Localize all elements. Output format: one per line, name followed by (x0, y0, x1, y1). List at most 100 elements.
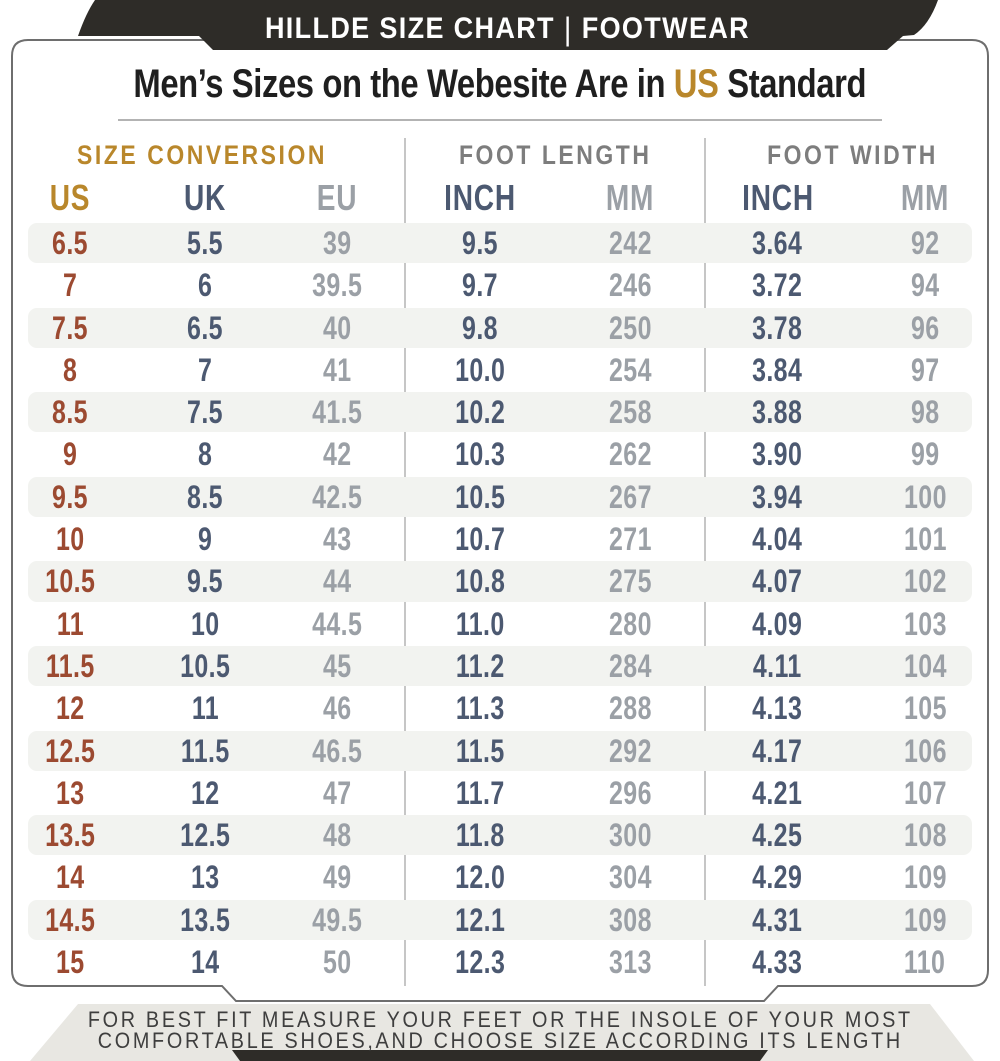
size-cell: 11.0 (455, 605, 505, 642)
size-cell: 12.5 (179, 817, 231, 854)
size-cell: 4.09 (752, 605, 803, 642)
size-cell: 41 (323, 351, 352, 388)
size-cell: 98 (910, 394, 940, 431)
size-cell: 267 (608, 478, 652, 515)
size-cell: 12.5 (44, 732, 96, 769)
size-cell: 11.7 (455, 774, 505, 811)
size-cell: 246 (608, 267, 652, 304)
size-cell: 94 (910, 267, 940, 304)
footer-band (30, 1004, 974, 1061)
footer-line-2: COMFORTABLE SHOES,AND CHOOSE SIZE ACCORD… (97, 1028, 903, 1053)
size-table: SIZE CONVERSION FOOT LENGTH FOOT WIDTH U… (0, 136, 1000, 983)
table-row: 15 14 50 12.3 313 4.33 110 (0, 941, 1000, 983)
column-header-length-mm: MM (605, 177, 655, 218)
footer-note-text: FOR BEST FIT MEASURE YOUR FEET OR THE IN… (87, 1009, 912, 1053)
size-cell: 304 (608, 859, 652, 896)
size-cell: 10.0 (454, 351, 506, 388)
size-cell: 275 (608, 563, 652, 600)
table-row: 11 10 44.5 11.0 280 4.09 103 (0, 603, 1000, 645)
size-cell: 110 (904, 944, 946, 981)
column-header-row: US UK EU INCH MM INCH MM (0, 174, 1000, 222)
size-cell: 284 (608, 647, 652, 684)
size-cell: 8 (197, 436, 213, 473)
size-cell: 3.64 (752, 225, 803, 261)
size-cell: 4.31 (752, 901, 803, 938)
size-cell: 308 (608, 901, 652, 938)
size-cell: 7.5 (187, 394, 223, 431)
size-cell: 106 (903, 732, 947, 769)
size-cell: 9.8 (462, 309, 498, 346)
size-cell: 44.5 (312, 605, 363, 642)
size-cell: 3.88 (752, 394, 803, 431)
size-cell: 7 (197, 351, 213, 388)
size-cell: 9.5 (187, 563, 223, 600)
size-cell: 4.17 (752, 732, 803, 769)
title-suffix: Standard (718, 62, 867, 106)
size-cell: 100 (903, 478, 947, 515)
size-cell: 12.3 (454, 944, 506, 981)
size-cell: 41.5 (312, 394, 363, 431)
table-row: 10 9 43 10.7 271 4.04 101 (0, 518, 1000, 560)
section-header-row: SIZE CONVERSION FOOT LENGTH FOOT WIDTH (0, 136, 1000, 174)
size-cell: 108 (903, 817, 947, 854)
size-cell: 102 (903, 563, 947, 600)
table-row: 8.5 7.5 41.5 10.2 258 3.88 98 (0, 391, 1000, 433)
size-cell: 13.5 (179, 901, 231, 938)
size-cell: 250 (608, 309, 652, 346)
table-row: 14 13 49 12.0 304 4.29 109 (0, 856, 1000, 898)
size-cell: 11 (56, 605, 84, 642)
size-cell: 11.2 (455, 647, 505, 684)
size-cell: 4.33 (752, 944, 803, 981)
size-cell: 10 (55, 521, 85, 558)
size-cell: 15 (55, 944, 85, 981)
table-row: 11.5 10.5 45 11.2 284 4.11 104 (0, 645, 1000, 687)
size-cell: 242 (608, 225, 652, 261)
size-cell: 105 (903, 690, 947, 727)
category-label: FOOTWEAR (581, 12, 751, 45)
size-cell: 46.5 (312, 732, 363, 769)
table-row: 7 6 39.5 9.7 246 3.72 94 (0, 264, 1000, 306)
size-cell: 7 (62, 267, 78, 304)
size-cell: 3.94 (752, 478, 803, 515)
size-cell: 11.8 (455, 817, 505, 854)
size-cell: 42 (323, 436, 352, 473)
page-title: Men’s Sizes on the Webesite Are in US St… (0, 62, 1000, 107)
header-bar: HILLDE SIZE CHART | FOOTWEAR (75, 11, 940, 48)
table-row: 9.5 8.5 42.5 10.5 267 3.94 100 (0, 476, 1000, 518)
size-cell: 97 (910, 351, 940, 388)
table-body: 6.5 5.5 39 9.5 242 3.64 92 7 6 39.5 9.7 246 3.72 94 7.… (0, 222, 1000, 983)
table-row: 10.5 9.5 44 10.8 275 4.07 102 (0, 560, 1000, 602)
table-row: 6.5 5.5 39 9.5 242 3.64 92 (0, 222, 1000, 264)
size-cell: 12.0 (454, 859, 506, 896)
size-cell: 3.72 (752, 267, 803, 304)
column-header-width-mm: MM (900, 177, 950, 218)
size-cell: 4.11 (753, 647, 802, 684)
top-tab-shape (78, 0, 938, 50)
page-title-text: Men’s Sizes on the Webesite Are in US St… (134, 62, 867, 107)
size-cell: 4.04 (752, 521, 803, 558)
size-cell: 49.5 (312, 901, 363, 938)
table-row: 8 7 41 10.0 254 3.84 97 (0, 349, 1000, 391)
size-cell: 11.5 (45, 647, 95, 684)
size-cell: 3.84 (752, 351, 803, 388)
size-cell: 6.5 (52, 225, 88, 261)
column-header-eu: EU (317, 177, 358, 218)
size-cell: 6 (197, 267, 213, 304)
size-cell: 11.5 (455, 732, 505, 769)
size-cell: 8 (62, 351, 78, 388)
size-cell: 9 (197, 521, 213, 558)
size-cell: 10 (190, 605, 220, 642)
footer-note: FOR BEST FIT MEASURE YOUR FEET OR THE IN… (0, 1009, 1000, 1053)
table-row: 12 11 46 11.3 288 4.13 105 (0, 687, 1000, 729)
table-row: 12.5 11.5 46.5 11.5 292 4.17 106 (0, 730, 1000, 772)
size-cell: 96 (910, 309, 940, 346)
section-foot-width: FOOT WIDTH (767, 139, 938, 170)
section-foot-length: FOOT LENGTH (458, 139, 652, 170)
size-cell: 8.5 (52, 394, 88, 431)
size-cell: 4.21 (752, 774, 803, 811)
title-underline (118, 119, 882, 121)
size-cell: 11 (191, 690, 219, 727)
size-cell: 4.13 (752, 690, 803, 727)
size-cell: 45 (323, 647, 352, 684)
size-cell: 12 (55, 690, 85, 727)
